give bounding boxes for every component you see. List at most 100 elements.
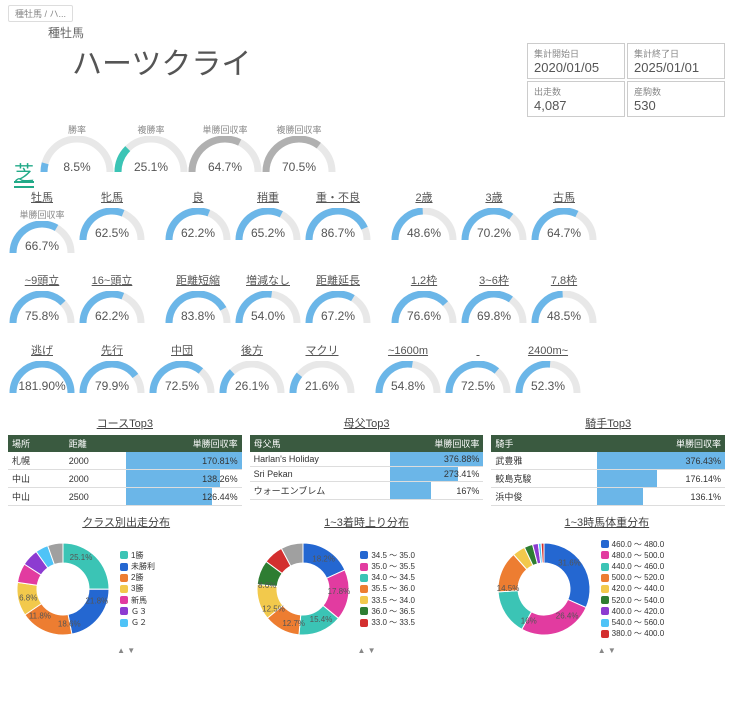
gauge-category[interactable]: 古馬 — [553, 192, 575, 204]
meta-label: 産駒数 — [634, 85, 718, 98]
gauge-category[interactable]: マクリ — [306, 345, 339, 357]
table-title: コースTop3 — [8, 415, 242, 431]
gauge-value: 70.5% — [282, 160, 316, 174]
slice-label: 11.8% — [29, 612, 51, 621]
tab[interactable]: 種牡馬 / ハ... — [8, 5, 73, 22]
legend-label: 420.0 ～ 440.0 — [612, 583, 664, 594]
legend-item: Ｇ３ — [120, 606, 155, 617]
cell: 376.43% — [597, 452, 725, 470]
gauge-category[interactable]: ~1600m — [388, 345, 428, 357]
table-row: Sri Pekan273.41% — [250, 467, 484, 482]
legend-item: 33.5 ～ 34.0 — [360, 595, 415, 606]
gauge-category[interactable]: 牡馬 — [31, 192, 53, 204]
legend-item: 520.0 ～ 540.0 — [601, 595, 664, 606]
slice-label: 17.8% — [328, 587, 351, 596]
gauge-category[interactable]: 良 — [193, 192, 204, 204]
pie-box: クラス別出走分布25.1%21.8%18.6%11.8%6.8%1勝未勝利2勝3… — [8, 514, 244, 655]
scroll-arrows[interactable]: ▲ ▼ — [8, 646, 244, 655]
legend-label: Ｇ２ — [131, 617, 147, 628]
gauge-category[interactable]: 牝馬 — [101, 192, 123, 204]
page-title: ハーツクライ — [72, 39, 251, 83]
gauge-category[interactable]: 3~6枠 — [479, 275, 509, 287]
gauge-value: 21.6% — [305, 379, 339, 393]
gauge-category[interactable]: ~9頭立 — [25, 275, 60, 287]
legend-swatch — [120, 574, 128, 582]
legend-label: 380.0 ～ 400.0 — [612, 628, 664, 639]
cell: 札幌 — [8, 452, 65, 470]
gauge-value: 62.2% — [181, 226, 215, 240]
meta-cell: 出走数4,087 — [527, 81, 625, 117]
gauge-value: 76.6% — [407, 309, 441, 323]
gauge-value: 64.7% — [547, 226, 581, 240]
legend-swatch — [360, 585, 368, 593]
gauge-category[interactable]: 16~頭立 — [92, 275, 133, 287]
gauge-value: 67.2% — [321, 309, 355, 323]
meta-value: 2020/01/05 — [534, 60, 618, 75]
gauge-category[interactable]: 先行 — [101, 345, 123, 357]
legend-item: 36.0 ～ 36.5 — [360, 606, 415, 617]
pie-title: クラス別出走分布 — [8, 514, 244, 530]
gauge-value: 48.6% — [407, 226, 441, 240]
gauge-value: 65.2% — [251, 226, 285, 240]
gauge: 83.8% — [164, 291, 232, 339]
gauge-category[interactable]: 中団 — [171, 345, 193, 357]
gauge: 86.7% — [304, 208, 372, 269]
legend-swatch — [601, 619, 609, 627]
legend-swatch — [601, 585, 609, 593]
legend-swatch — [120, 563, 128, 571]
gauge: 76.6% — [390, 291, 458, 339]
meta-value: 530 — [634, 98, 718, 113]
legend-label: 33.0 ～ 33.5 — [371, 617, 415, 628]
cell: 2500 — [65, 488, 126, 506]
legend-label: 2勝 — [131, 572, 143, 583]
legend-swatch — [360, 596, 368, 604]
data-table: 場所距離単勝回収率札幌2000170.81%中山2000138.26%中山250… — [8, 435, 242, 506]
gauge: 62.5% — [78, 208, 146, 269]
legend-label: 36.0 ～ 36.5 — [371, 606, 415, 617]
legend-item: Ｇ２ — [120, 617, 155, 628]
gauge-category[interactable]: 稍重 — [257, 192, 279, 204]
legend-item: 34.5 ～ 35.0 — [360, 550, 415, 561]
legend-swatch — [601, 630, 609, 638]
gauge-category[interactable]: 3歳 — [485, 192, 502, 204]
gauge-value: 54.8% — [391, 379, 425, 393]
cell: 273.41% — [390, 467, 483, 482]
col-header: 単勝回収率 — [597, 435, 725, 452]
legend-label: 400.0 ～ 420.0 — [612, 606, 664, 617]
slice-label: 12.7% — [283, 619, 306, 628]
gauge-category[interactable]: 重・不良 — [316, 192, 360, 204]
gauge: 72.5% — [148, 361, 216, 409]
legend-swatch — [601, 540, 609, 548]
gauge-category[interactable]: 距離延長 — [316, 275, 360, 287]
col-header: 単勝回収率 — [390, 435, 483, 452]
gauge: 21.6% — [288, 361, 356, 409]
gauge-category[interactable]: 2400m~ — [528, 345, 568, 357]
gauge-category[interactable]: 後方 — [241, 345, 263, 357]
legend-swatch — [601, 596, 609, 604]
legend-label: 34.5 ～ 35.0 — [371, 550, 415, 561]
gauge-category[interactable] — [476, 345, 479, 357]
overview-gauge: 複勝回収率 70.5% — [262, 123, 336, 188]
gauge-category[interactable]: 7,8枠 — [551, 275, 577, 287]
slice-label: 21.8% — [85, 596, 108, 605]
gauge-category[interactable]: 1,2枠 — [411, 275, 437, 287]
slice-label: 12.5% — [262, 605, 285, 614]
scroll-arrows[interactable]: ▲ ▼ — [248, 646, 484, 655]
slice-label: 6.8% — [19, 593, 37, 602]
legend-item: 新馬 — [120, 595, 155, 606]
gauge: 62.2% — [78, 291, 146, 339]
legend-item: 400.0 ～ 420.0 — [601, 606, 664, 617]
gauge-category[interactable]: 2歳 — [415, 192, 432, 204]
gauge-category[interactable]: 距離短縮 — [176, 275, 220, 287]
donut-svg: 31.6%26.4%16%14.5% — [489, 534, 599, 644]
slice-label: 8.6% — [258, 581, 276, 590]
gauge-category[interactable]: 増減なし — [246, 275, 290, 287]
overview-gauge: 単勝回収率 64.7% — [188, 123, 262, 188]
gauge-label: 単勝回収率 — [202, 123, 247, 136]
legend-item: 380.0 ～ 400.0 — [601, 628, 664, 639]
scroll-arrows[interactable]: ▲ ▼ — [489, 646, 725, 655]
legend-swatch — [360, 563, 368, 571]
legend-item: 460.0 ～ 480.0 — [601, 539, 664, 550]
gauge-category[interactable]: 逃げ — [31, 345, 53, 357]
label-row: 牡馬 牝馬 良 稍重 重・不良 2歳 3歳 古馬 — [8, 188, 725, 206]
